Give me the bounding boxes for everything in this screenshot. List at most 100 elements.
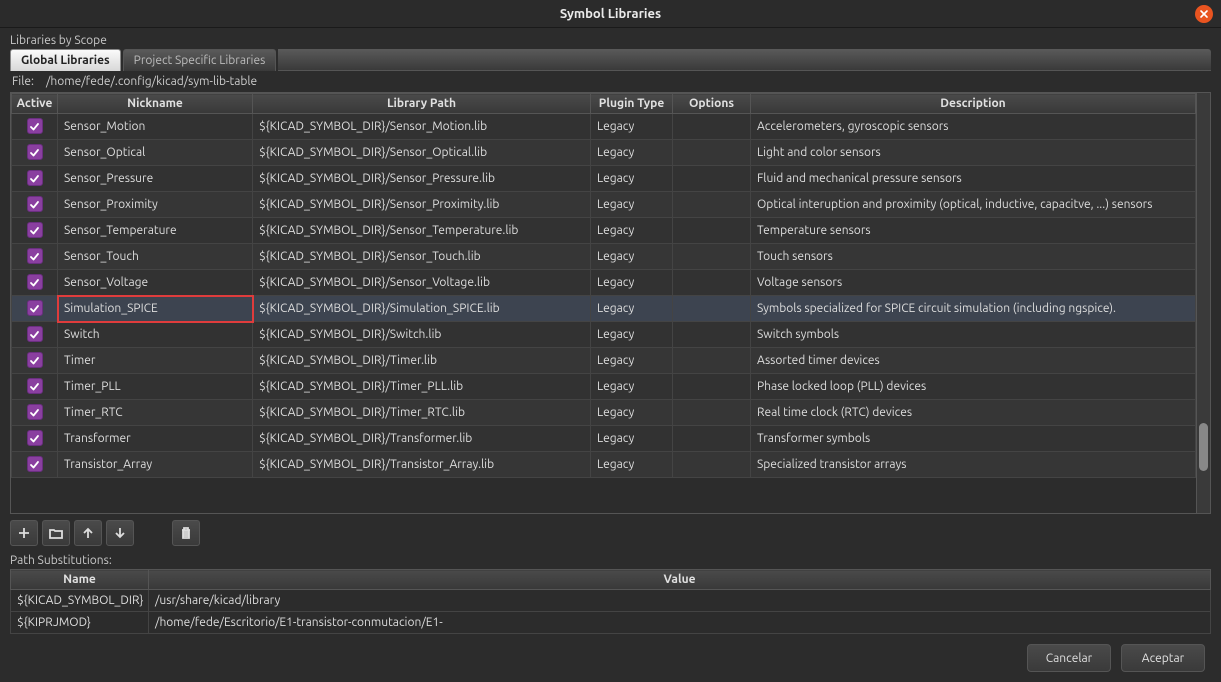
tab-global-libraries[interactable]: Global Libraries: [10, 49, 121, 71]
plugin-cell[interactable]: Legacy: [591, 322, 673, 348]
description-cell[interactable]: Specialized transistor arrays: [751, 452, 1196, 478]
description-cell[interactable]: Accelerometers, gyroscopic sensors: [751, 114, 1196, 140]
move-up-button[interactable]: [74, 520, 102, 546]
description-cell[interactable]: Voltage sensors: [751, 270, 1196, 296]
table-row[interactable]: Simulation_SPICE${KICAD_SYMBOL_DIR}/Simu…: [12, 296, 1196, 322]
col-options[interactable]: Options: [673, 94, 751, 114]
checkbox-icon[interactable]: [27, 326, 43, 342]
plugin-cell[interactable]: Legacy: [591, 270, 673, 296]
path-cell[interactable]: ${KICAD_SYMBOL_DIR}/Sensor_Pressure.lib: [253, 166, 591, 192]
table-row[interactable]: Timer_RTC${KICAD_SYMBOL_DIR}/Timer_RTC.l…: [12, 400, 1196, 426]
col-nickname[interactable]: Nickname: [58, 94, 253, 114]
table-row[interactable]: Sensor_Optical${KICAD_SYMBOL_DIR}/Sensor…: [12, 140, 1196, 166]
checkbox-icon[interactable]: [27, 300, 43, 316]
browse-button[interactable]: [42, 520, 70, 546]
options-cell[interactable]: [673, 400, 751, 426]
path-cell[interactable]: ${KICAD_SYMBOL_DIR}/Sensor_Motion.lib: [253, 114, 591, 140]
table-row[interactable]: Sensor_Voltage${KICAD_SYMBOL_DIR}/Sensor…: [12, 270, 1196, 296]
options-cell[interactable]: [673, 192, 751, 218]
path-cell[interactable]: ${KICAD_SYMBOL_DIR}/Timer.lib: [253, 348, 591, 374]
active-cell[interactable]: [12, 114, 58, 140]
checkbox-icon[interactable]: [27, 248, 43, 264]
active-cell[interactable]: [12, 322, 58, 348]
description-cell[interactable]: Transformer symbols: [751, 426, 1196, 452]
active-cell[interactable]: [12, 192, 58, 218]
table-row[interactable]: Timer${KICAD_SYMBOL_DIR}/Timer.libLegacy…: [12, 348, 1196, 374]
col-plugin-type[interactable]: Plugin Type: [591, 94, 673, 114]
nickname-cell[interactable]: Sensor_Temperature: [58, 218, 253, 244]
options-cell[interactable]: [673, 426, 751, 452]
plugin-cell[interactable]: Legacy: [591, 140, 673, 166]
checkbox-icon[interactable]: [27, 170, 43, 186]
nickname-cell[interactable]: Sensor_Optical: [58, 140, 253, 166]
nickname-cell[interactable]: Sensor_Pressure: [58, 166, 253, 192]
description-cell[interactable]: Touch sensors: [751, 244, 1196, 270]
active-cell[interactable]: [12, 374, 58, 400]
table-row[interactable]: Timer_PLL${KICAD_SYMBOL_DIR}/Timer_PLL.l…: [12, 374, 1196, 400]
options-cell[interactable]: [673, 166, 751, 192]
path-cell[interactable]: ${KICAD_SYMBOL_DIR}/Switch.lib: [253, 322, 591, 348]
path-cell[interactable]: ${KICAD_SYMBOL_DIR}/Transistor_Array.lib: [253, 452, 591, 478]
plugin-cell[interactable]: Legacy: [591, 166, 673, 192]
cancel-button[interactable]: Cancelar: [1027, 644, 1111, 672]
plugin-cell[interactable]: Legacy: [591, 244, 673, 270]
table-row[interactable]: Transistor_Array${KICAD_SYMBOL_DIR}/Tran…: [12, 452, 1196, 478]
nickname-cell[interactable]: Sensor_Touch: [58, 244, 253, 270]
path-cell[interactable]: ${KICAD_SYMBOL_DIR}/Timer_PLL.lib: [253, 374, 591, 400]
plugin-cell[interactable]: Legacy: [591, 452, 673, 478]
nickname-cell[interactable]: Timer_PLL: [58, 374, 253, 400]
active-cell[interactable]: [12, 270, 58, 296]
path-cell[interactable]: ${KICAD_SYMBOL_DIR}/Sensor_Temperature.l…: [253, 218, 591, 244]
description-cell[interactable]: Switch symbols: [751, 322, 1196, 348]
description-cell[interactable]: Real time clock (RTC) devices: [751, 400, 1196, 426]
table-row[interactable]: Sensor_Motion${KICAD_SYMBOL_DIR}/Sensor_…: [12, 114, 1196, 140]
options-cell[interactable]: [673, 244, 751, 270]
nickname-cell[interactable]: Timer_RTC: [58, 400, 253, 426]
active-cell[interactable]: [12, 348, 58, 374]
col-active[interactable]: Active: [12, 94, 58, 114]
table-row[interactable]: Sensor_Pressure${KICAD_SYMBOL_DIR}/Senso…: [12, 166, 1196, 192]
options-cell[interactable]: [673, 348, 751, 374]
options-cell[interactable]: [673, 140, 751, 166]
plugin-cell[interactable]: Legacy: [591, 114, 673, 140]
delete-row-button[interactable]: [172, 520, 200, 546]
nickname-cell[interactable]: Simulation_SPICE: [58, 296, 253, 322]
path-cell[interactable]: ${KICAD_SYMBOL_DIR}/Sensor_Optical.lib: [253, 140, 591, 166]
nickname-cell[interactable]: Sensor_Proximity: [58, 192, 253, 218]
checkbox-icon[interactable]: [27, 274, 43, 290]
options-cell[interactable]: [673, 296, 751, 322]
plugin-cell[interactable]: Legacy: [591, 218, 673, 244]
plugin-cell[interactable]: Legacy: [591, 296, 673, 322]
table-row[interactable]: Sensor_Temperature${KICAD_SYMBOL_DIR}/Se…: [12, 218, 1196, 244]
active-cell[interactable]: [12, 400, 58, 426]
plugin-cell[interactable]: Legacy: [591, 426, 673, 452]
options-cell[interactable]: [673, 452, 751, 478]
checkbox-icon[interactable]: [27, 144, 43, 160]
move-down-button[interactable]: [106, 520, 134, 546]
plugin-cell[interactable]: Legacy: [591, 348, 673, 374]
checkbox-icon[interactable]: [27, 222, 43, 238]
active-cell[interactable]: [12, 166, 58, 192]
library-table[interactable]: Active Nickname Library Path Plugin Type…: [11, 93, 1196, 478]
table-row[interactable]: Sensor_Touch${KICAD_SYMBOL_DIR}/Sensor_T…: [12, 244, 1196, 270]
table-row[interactable]: Transformer${KICAD_SYMBOL_DIR}/Transform…: [12, 426, 1196, 452]
vertical-scrollbar[interactable]: [1196, 93, 1210, 513]
col-library-path[interactable]: Library Path: [253, 94, 591, 114]
options-cell[interactable]: [673, 114, 751, 140]
description-cell[interactable]: Optical interuption and proximity (optic…: [751, 192, 1196, 218]
checkbox-icon[interactable]: [27, 196, 43, 212]
description-cell[interactable]: Symbols specialized for SPICE circuit si…: [751, 296, 1196, 322]
path-cell[interactable]: ${KICAD_SYMBOL_DIR}/Simulation_SPICE.lib: [253, 296, 591, 322]
active-cell[interactable]: [12, 218, 58, 244]
active-cell[interactable]: [12, 426, 58, 452]
options-cell[interactable]: [673, 322, 751, 348]
table-row[interactable]: Sensor_Proximity${KICAD_SYMBOL_DIR}/Sens…: [12, 192, 1196, 218]
active-cell[interactable]: [12, 296, 58, 322]
tab-project-specific-libraries[interactable]: Project Specific Libraries: [123, 49, 277, 71]
nickname-cell[interactable]: Sensor_Voltage: [58, 270, 253, 296]
active-cell[interactable]: [12, 140, 58, 166]
description-cell[interactable]: Assorted timer devices: [751, 348, 1196, 374]
nickname-cell[interactable]: Transformer: [58, 426, 253, 452]
description-cell[interactable]: Phase locked loop (PLL) devices: [751, 374, 1196, 400]
scrollbar-thumb[interactable]: [1199, 423, 1208, 471]
